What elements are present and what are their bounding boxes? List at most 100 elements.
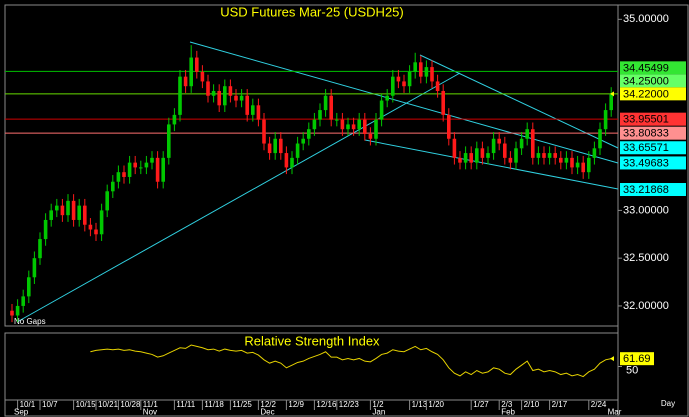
y-tick-label: 32.50000 (623, 252, 669, 264)
level-label-box (620, 156, 686, 170)
candle-body (43, 219, 48, 240)
candle-body (542, 153, 546, 158)
candle-body (251, 105, 255, 115)
x-tick-label: 10/15 (76, 400, 97, 409)
rsi-arrow (610, 356, 614, 362)
candle-body (340, 119, 345, 130)
indicator-title: Relative Strength Index (244, 333, 380, 348)
candle-body (66, 200, 70, 216)
candle-body (183, 76, 188, 87)
candle-body (486, 153, 490, 158)
level-label: 33.80833 (623, 128, 669, 140)
x-tick-label: 1/2 (372, 400, 384, 409)
month-label: Dec (260, 408, 274, 417)
candle-body (122, 172, 126, 177)
candle-body (559, 157, 563, 163)
level-label-box (620, 141, 686, 155)
level-label-box (620, 87, 686, 101)
candle-body (441, 90, 445, 115)
candle-body (189, 57, 193, 87)
candle-body (357, 119, 361, 130)
candle-body (178, 76, 182, 115)
level-label: 33.21868 (623, 184, 669, 196)
x-tick-label: 11/11 (176, 400, 195, 409)
candle-body (368, 133, 373, 139)
candle-body (463, 153, 468, 163)
candle-body (419, 62, 423, 77)
candle-body (581, 162, 585, 173)
candle-body (167, 124, 171, 158)
level-label: 34.25000 (623, 75, 669, 87)
candle-body (424, 67, 429, 77)
candle-body (200, 71, 205, 82)
candle-body (447, 114, 451, 139)
candle-body (273, 138, 277, 154)
trendline (16, 72, 461, 323)
x-tick-label: 11/18 (204, 400, 224, 409)
candles (10, 45, 613, 323)
candle-body (508, 157, 513, 163)
candle-body (413, 62, 417, 72)
level-label-box (620, 61, 686, 75)
candle-body (491, 138, 496, 154)
candle-body (379, 100, 384, 120)
candle-body (335, 119, 339, 121)
candle-body (536, 153, 541, 158)
rsi-line (90, 344, 612, 378)
candle-body (10, 310, 14, 316)
candle-body (318, 110, 322, 120)
candle-body (195, 57, 199, 72)
x-tick-label: 12/9 (288, 400, 304, 409)
candle-body (116, 172, 121, 182)
y-tick-label: 33.00000 (623, 204, 669, 216)
candle-body (15, 305, 20, 316)
trendlines (16, 41, 619, 323)
candle-body (435, 81, 440, 91)
candle-body (284, 153, 289, 168)
candle-body (223, 86, 227, 106)
candle-body (38, 239, 42, 259)
candle-body (525, 129, 529, 139)
candle-body (256, 105, 261, 120)
level-label: 33.95501 (623, 114, 669, 126)
level-label-box (620, 112, 686, 126)
candle-body (161, 157, 165, 182)
candle-body (587, 157, 591, 173)
trendline (419, 54, 619, 149)
candle-body (211, 90, 216, 96)
candle-body (514, 148, 518, 163)
month-label: Nov (143, 408, 157, 417)
x-tick-label: 11/25 (232, 400, 252, 409)
x-tick-label: 11/1 (143, 400, 159, 409)
candle-body (133, 162, 137, 168)
candle-body (94, 229, 98, 235)
candle-body (99, 210, 104, 235)
chart-title: USD Futures Mar-25 (USDH25) (220, 4, 404, 19)
level-label-box (620, 183, 686, 197)
x-tick-label: 1/13 (412, 400, 428, 409)
candle-body (27, 277, 31, 297)
candle-body (458, 157, 462, 163)
x-tick-label: 1/20 (428, 400, 444, 409)
candle-body (245, 95, 249, 115)
candle-body (144, 162, 149, 168)
candle-body (301, 138, 305, 144)
candle-body (290, 157, 294, 168)
current-arrow (610, 91, 614, 97)
candle-body (329, 95, 333, 120)
x-tick-label: 12/23 (339, 400, 360, 409)
level-label: 33.49683 (623, 157, 669, 169)
candle-body (396, 76, 401, 82)
candle-body (402, 81, 406, 87)
level-label-box (620, 126, 686, 140)
candle-body (49, 210, 53, 220)
period-label: Day (661, 399, 675, 408)
candle-body (603, 110, 608, 130)
x-tick-label: 2/10 (524, 400, 540, 409)
month-label: Jan (372, 408, 385, 417)
candle-body (77, 205, 81, 220)
note: No Gaps (14, 317, 46, 326)
x-tick-label: 10/28 (120, 400, 141, 409)
candle-body (172, 114, 177, 125)
